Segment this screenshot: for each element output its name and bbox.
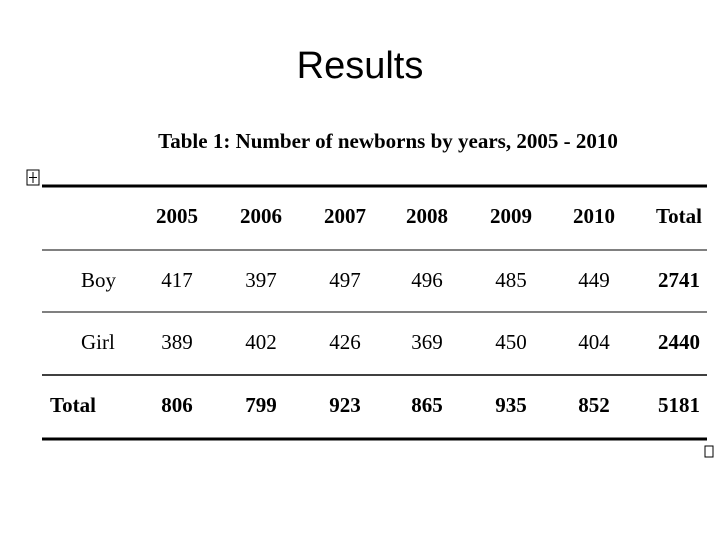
table-cell: 2440 — [658, 330, 700, 354]
table-cell: 426 — [329, 330, 361, 354]
table-cell: 799 — [245, 393, 277, 417]
column-header: 2008 — [406, 204, 448, 228]
column-header: 2005 — [156, 204, 198, 228]
table-cell: 923 — [329, 393, 361, 417]
column-header: 2006 — [240, 204, 282, 228]
table-body: 2005 2006 2007 2008 2009 2010 Total Boy 417 397 49… — [50, 204, 702, 417]
row-label: Boy — [81, 268, 117, 292]
table-cell: 369 — [411, 330, 443, 354]
table-rules — [42, 184, 707, 441]
table-caption: Table 1: Number of newborns by years, 20… — [158, 129, 618, 153]
move-handle — [26, 169, 40, 186]
table-cell: 389 — [161, 330, 193, 354]
table-cell: 2741 — [658, 268, 700, 292]
table-cell: 485 — [495, 268, 527, 292]
table-cell: 404 — [578, 330, 610, 354]
table-cell: 449 — [578, 268, 610, 292]
table-cell: 397 — [245, 268, 277, 292]
table-cell: 5181 — [658, 393, 700, 417]
table-cell: 496 — [411, 268, 443, 292]
table-cell: 865 — [411, 393, 443, 417]
resize-handle — [704, 445, 714, 458]
column-header: 2007 — [324, 204, 366, 228]
column-header: 2009 — [490, 204, 532, 228]
row-label: Total — [50, 393, 96, 417]
table-cell: 450 — [495, 330, 527, 354]
row-label: Girl — [81, 330, 115, 354]
column-header: Total — [656, 204, 702, 228]
table-cell: 852 — [578, 393, 610, 417]
table-cell: 935 — [495, 393, 527, 417]
column-header: 2010 — [573, 204, 615, 228]
table-cell: 417 — [161, 268, 193, 292]
slide-title: Results — [297, 45, 424, 87]
table-cell: 402 — [245, 330, 277, 354]
table-cell: 806 — [161, 393, 193, 417]
table-cell: 497 — [329, 268, 361, 292]
